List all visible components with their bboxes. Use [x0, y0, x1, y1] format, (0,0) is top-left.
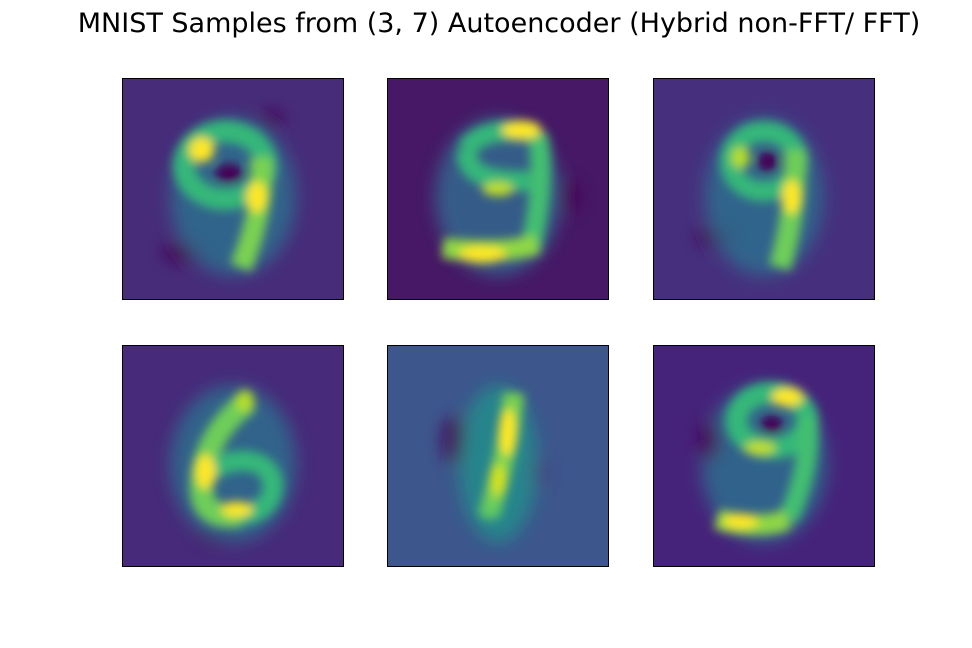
sample-image-4	[123, 346, 343, 566]
sample-image-5	[388, 346, 608, 566]
figure-title: MNIST Samples from (3, 7) Autoencoder (H…	[77, 8, 921, 39]
sample-panel-6	[653, 345, 875, 567]
sample-panel-2	[387, 78, 609, 300]
sample-image-2	[388, 79, 608, 299]
sample-panel-5	[387, 345, 609, 567]
sample-image-3	[654, 79, 874, 299]
sample-panel-3	[653, 78, 875, 300]
sample-image-6	[654, 346, 874, 566]
sample-panel-1	[122, 78, 344, 300]
sample-panel-4	[122, 345, 344, 567]
sample-image-1	[123, 79, 343, 299]
